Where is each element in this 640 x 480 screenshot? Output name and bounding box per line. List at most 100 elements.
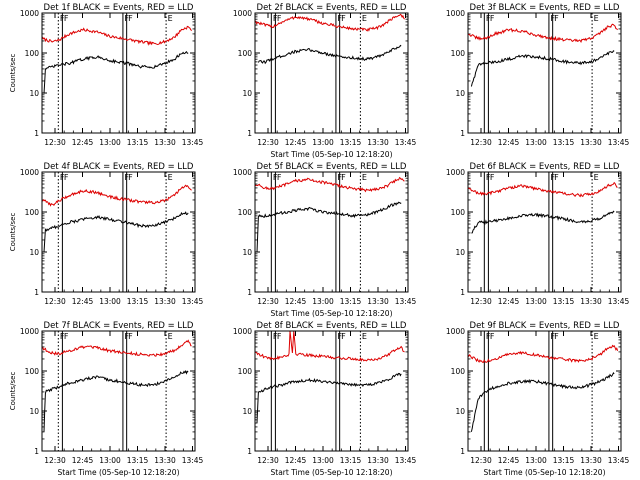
gap-marker-label: F [554,173,559,182]
x-tick-label: 13:15 [553,456,575,465]
y-axis-label: Counts/sec [9,213,17,252]
y-tick-label: 10 [455,407,465,416]
gap-marker-label: F [554,14,559,23]
y-tick-label: 100 [451,208,466,217]
panel-title: Det 6f BLACK = Events, RED = LLD [470,162,620,172]
y-tick-label: 1 [460,288,465,297]
y-tick-label: 1 [247,288,252,297]
y-tick-label: 1000 [20,9,39,18]
plot-frame [254,330,409,452]
panel-title: Det 2f BLACK = Events, RED = LLD [257,3,407,13]
y-tick-label: 1 [247,129,252,138]
y-tick-label: 100 [451,49,466,58]
y-tick-label: 10 [29,248,39,257]
gap-marker-label: F [341,14,346,23]
y-tick-label: 1 [460,447,465,456]
x-axis-label: Start Time (05-Sep-10 12:18:20) [271,150,393,159]
lld-series-line [254,176,405,193]
x-tick-label: 13:15 [553,297,575,306]
x-axis-label: Start Time (05-Sep-10 12:18:20) [484,468,606,477]
x-tick-label: 13:45 [395,138,417,147]
events-series-line [257,44,402,65]
x-tick-label: 13:30 [154,456,176,465]
y-tick-label: 1000 [446,168,465,177]
gap-marker-label: F [64,14,69,23]
detector-panel-8: Det 8f BLACK = Events, RED = LLD Start Ti… [233,321,417,477]
x-tick-label: 13:45 [182,297,204,306]
events-series-line [471,210,615,234]
events-series-line [256,372,402,424]
y-tick-label: 1000 [20,327,39,336]
x-tick-label: 12:30 [257,297,279,306]
y-tick-label: 1000 [233,327,252,336]
y-tick-label: 100 [238,208,253,217]
x-tick-label: 13:45 [182,456,204,465]
gap-marker-label: F [341,332,346,341]
y-tick-label: 100 [238,49,253,58]
x-tick-label: 13:15 [127,456,149,465]
detector-panel-7: Det 7f BLACK = Events, RED = LLD Counts/s… [9,321,204,477]
x-axis-label: Start Time (05-Sep-10 12:18:20) [271,309,393,318]
y-axis-label: Counts/sec [9,372,17,411]
detector-panel-5: Det 5f BLACK = Events, RED = LLD Start Ti… [233,162,417,318]
x-tick-label: 12:30 [257,456,279,465]
y-tick-label: 1 [34,447,39,456]
gap-marker-label: E [168,332,173,341]
y-tick-label: 10 [242,407,252,416]
panel-title: Det 4f BLACK = Events, RED = LLD [44,162,194,172]
y-tick-label: 1000 [233,9,252,18]
detector-panel-9: Det 9f BLACK = Events, RED = LLD Start Ti… [446,321,630,477]
detector-panel-1: Det 1f BLACK = Events, RED = LLD Counts/s… [9,3,204,147]
x-tick-label: 12:45 [498,138,520,147]
x-tick-label: 13:15 [340,297,362,306]
lld-series-line [467,181,618,198]
plot-frame [254,12,409,134]
x-tick-label: 13:00 [525,297,547,306]
x-tick-label: 13:00 [99,138,121,147]
plot-frame [467,330,622,452]
x-tick-label: 13:30 [580,297,602,306]
plot-frame [254,171,409,293]
plot-frame [41,12,196,134]
y-tick-label: 10 [29,89,39,98]
lld-series-line [41,184,192,207]
x-tick-label: 13:00 [99,456,121,465]
x-tick-label: 13:00 [99,297,121,306]
gap-marker-label: F [277,14,282,23]
x-tick-label: 13:15 [127,297,149,306]
x-tick-label: 13:45 [608,297,630,306]
lld-series-line [41,25,192,46]
gap-marker-label: F [128,332,133,341]
x-tick-label: 13:00 [312,138,334,147]
x-tick-label: 13:30 [367,138,389,147]
events-series-line [43,369,189,433]
y-tick-label: 10 [455,89,465,98]
panel-title: Det 5f BLACK = Events, RED = LLD [257,162,407,172]
gap-marker-label: F [277,332,282,341]
panel-title: Det 9f BLACK = Events, RED = LLD [470,321,620,331]
y-tick-label: 10 [455,248,465,257]
gap-marker-label: F [490,173,495,182]
x-tick-label: 12:30 [44,138,66,147]
x-tick-label: 12:45 [72,138,94,147]
y-tick-label: 100 [25,49,40,58]
y-tick-label: 10 [242,89,252,98]
gap-marker-label: F [341,173,346,182]
x-tick-label: 12:45 [72,297,94,306]
x-tick-label: 12:45 [498,297,520,306]
events-series-line [470,50,615,87]
x-tick-label: 13:15 [340,456,362,465]
lld-series-line [254,13,405,32]
x-tick-label: 12:45 [498,456,520,465]
x-axis-label: Start Time (05-Sep-10 12:18:20) [58,468,180,477]
x-tick-label: 12:30 [44,297,66,306]
x-tick-label: 12:30 [470,297,492,306]
x-tick-label: 12:45 [285,297,307,306]
y-tick-label: 100 [25,367,40,376]
y-tick-label: 1000 [446,327,465,336]
y-tick-label: 1 [34,129,39,138]
x-tick-label: 13:00 [525,456,547,465]
y-tick-label: 1 [34,288,39,297]
detector-panel-6: Det 6f BLACK = Events, RED = LLD 1 10 100 10… [446,162,630,306]
plot-frame [41,330,196,452]
